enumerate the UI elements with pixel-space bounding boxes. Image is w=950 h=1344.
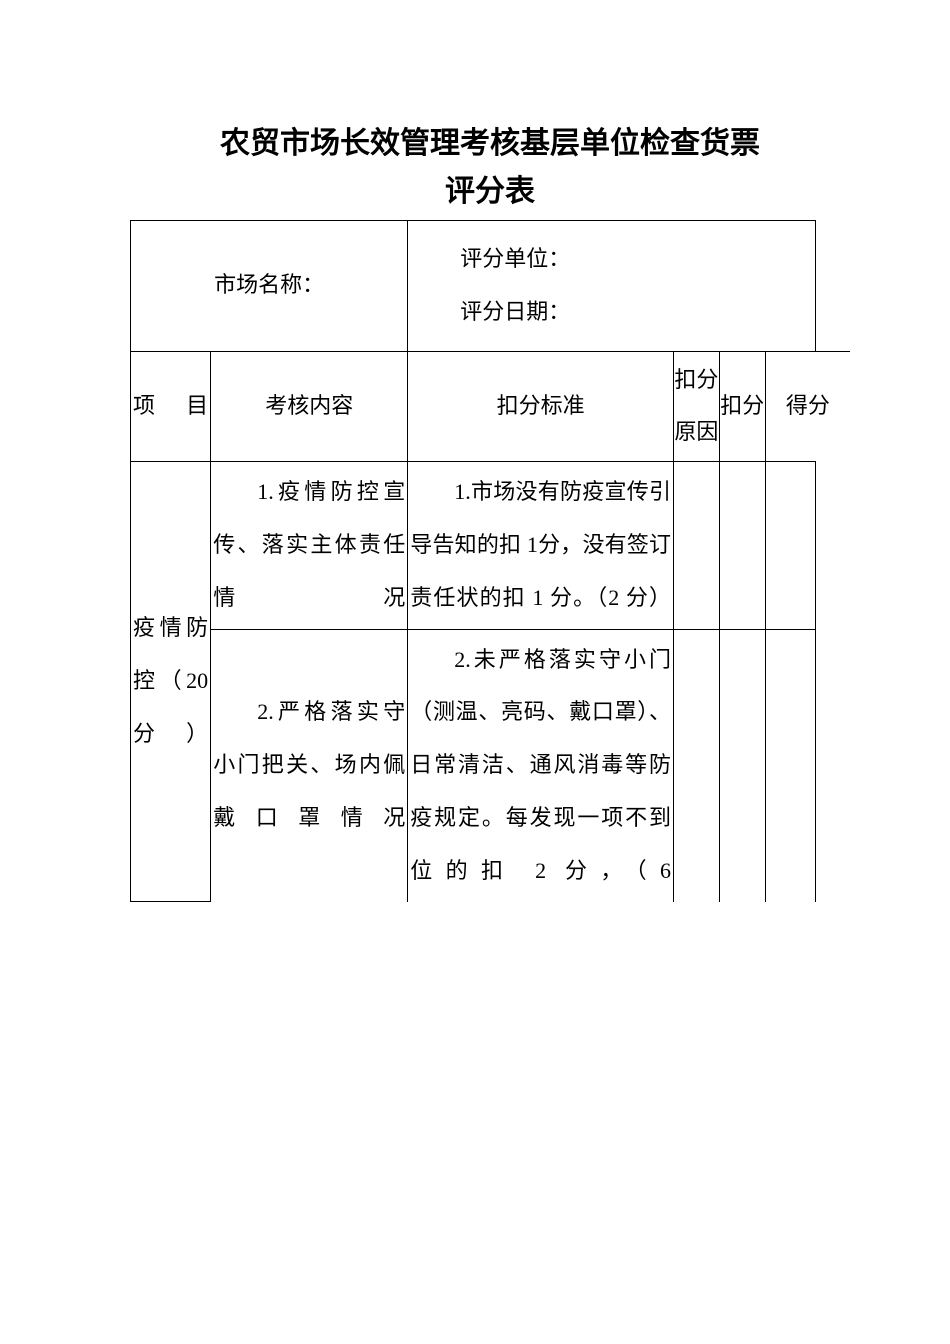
outside-cell [816, 221, 850, 352]
unit-date-cell: 评分单位： 评分日期： [408, 221, 816, 352]
market-name-cell: 市场名称： [131, 221, 408, 352]
score-cell [765, 629, 815, 901]
title-line1: 农贸市场长效管理考核基层单位检查货票 [130, 120, 850, 168]
table-row: 疫情防控（20分） 1.疫情防控宣传、落实主体责任情况 1.市场没有防疫宣传引导… [131, 462, 851, 629]
reason-cell [674, 462, 720, 629]
score-cell [765, 462, 815, 629]
col-standard: 扣分标准 [408, 351, 674, 462]
col-score: 得分 [765, 351, 850, 462]
col-deduct: 扣分 [719, 351, 765, 462]
col-reason: 扣分原因 [674, 351, 720, 462]
reason-cell [674, 629, 720, 901]
project-cell: 疫情防控（20分） [131, 462, 211, 902]
content-cell: 1.疫情防控宣传、落实主体责任情况 [211, 462, 408, 629]
standard-cell: 1.市场没有防疫宣传引导告知的扣 1分，没有签订责任状的扣 1 分。（2 分） [408, 462, 674, 629]
deduct-cell [719, 462, 765, 629]
table-row: 2.严格落实守小门把关、场内佩戴口罩情况 2.未严格落实守小门（测温、亮码、戴口… [131, 629, 851, 901]
outside-cell [816, 462, 850, 629]
col-content: 考核内容 [211, 351, 408, 462]
outside-cell [816, 629, 850, 901]
col-project: 项目 [131, 351, 211, 462]
header-info-row: 市场名称： 评分单位： 评分日期： [131, 221, 851, 352]
scoring-date-label: 评分日期： [416, 286, 807, 339]
score-table: 市场名称： 评分单位： 评分日期： 项目 考核内容 扣分标准 扣分原因 扣分 得… [130, 220, 850, 902]
deduct-cell [719, 629, 765, 901]
title-line2: 评分表 [130, 168, 850, 216]
column-header-row: 项目 考核内容 扣分标准 扣分原因 扣分 得分 [131, 351, 851, 462]
content-cell: 2.严格落实守小门把关、场内佩戴口罩情况 [211, 629, 408, 901]
scoring-unit-label: 评分单位： [416, 233, 807, 286]
standard-cell: 2.未严格落实守小门（测温、亮码、戴口罩）、日常清洁、通风消毒等防疫规定。每发现… [408, 629, 674, 901]
